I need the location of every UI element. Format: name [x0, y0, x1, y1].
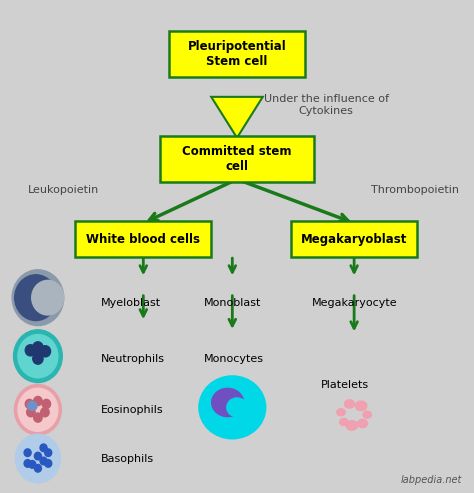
Text: Committed stem
cell: Committed stem cell [182, 145, 292, 173]
Ellipse shape [363, 411, 372, 418]
Ellipse shape [41, 408, 49, 417]
Text: Thrombopoietin: Thrombopoietin [371, 185, 459, 195]
Text: labpedia.net: labpedia.net [401, 475, 462, 485]
Ellipse shape [212, 388, 244, 417]
Ellipse shape [345, 400, 355, 408]
Ellipse shape [15, 275, 57, 320]
FancyBboxPatch shape [160, 136, 314, 182]
Ellipse shape [29, 460, 36, 468]
Ellipse shape [45, 459, 52, 467]
Ellipse shape [24, 449, 31, 457]
Text: Megakaryoblast: Megakaryoblast [301, 233, 407, 246]
Ellipse shape [27, 408, 35, 417]
Ellipse shape [34, 396, 42, 406]
Text: Megakaryocyte: Megakaryocyte [312, 298, 398, 308]
Ellipse shape [15, 385, 61, 435]
Ellipse shape [227, 398, 247, 417]
Ellipse shape [356, 401, 367, 411]
FancyBboxPatch shape [169, 31, 305, 77]
Ellipse shape [33, 342, 43, 353]
Ellipse shape [16, 434, 60, 483]
Ellipse shape [32, 281, 64, 315]
Text: White blood cells: White blood cells [86, 233, 201, 246]
Ellipse shape [18, 388, 58, 431]
Ellipse shape [27, 401, 37, 411]
Ellipse shape [34, 413, 42, 422]
Text: Leukopoietin: Leukopoietin [28, 185, 99, 195]
Text: Myeloblast: Myeloblast [101, 298, 161, 308]
Ellipse shape [45, 449, 52, 457]
Ellipse shape [35, 464, 41, 472]
Ellipse shape [40, 444, 47, 452]
Text: Eosinophils: Eosinophils [101, 405, 164, 415]
Ellipse shape [25, 345, 36, 356]
Ellipse shape [346, 421, 357, 430]
Polygon shape [211, 97, 263, 138]
Text: Under the influence of
Cytokines: Under the influence of Cytokines [264, 94, 389, 116]
Ellipse shape [357, 420, 367, 427]
Text: Pleuripotential
Stem cell: Pleuripotential Stem cell [188, 40, 286, 68]
Ellipse shape [339, 419, 348, 425]
Ellipse shape [40, 457, 47, 465]
Ellipse shape [199, 376, 266, 439]
Text: Platelets: Platelets [321, 381, 369, 390]
Ellipse shape [35, 452, 41, 460]
Text: Basophils: Basophils [101, 454, 154, 463]
Text: Neutrophils: Neutrophils [101, 353, 165, 364]
FancyBboxPatch shape [291, 221, 417, 257]
Text: Monoblast: Monoblast [204, 298, 262, 308]
Text: Monocytes: Monocytes [204, 353, 264, 364]
Ellipse shape [337, 409, 345, 416]
Ellipse shape [25, 399, 34, 409]
FancyBboxPatch shape [75, 221, 211, 257]
Ellipse shape [12, 270, 64, 325]
Ellipse shape [42, 399, 51, 409]
Ellipse shape [18, 335, 58, 378]
Ellipse shape [14, 330, 62, 383]
Ellipse shape [33, 353, 43, 364]
Ellipse shape [24, 459, 31, 467]
Ellipse shape [40, 346, 51, 357]
